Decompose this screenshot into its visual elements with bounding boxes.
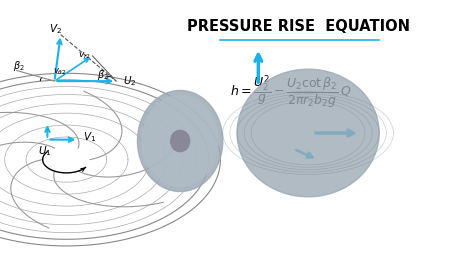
Text: $U_2$: $U_2$ bbox=[123, 74, 137, 88]
Text: $v_{\theta2}$: $v_{\theta2}$ bbox=[53, 66, 67, 77]
Bar bbox=[0, 0, 209, 266]
Text: PRESSURE RISE  EQUATION: PRESSURE RISE EQUATION bbox=[187, 19, 410, 34]
Ellipse shape bbox=[142, 96, 218, 186]
Ellipse shape bbox=[237, 69, 379, 197]
Ellipse shape bbox=[137, 90, 223, 192]
Text: $U_1$: $U_1$ bbox=[38, 144, 52, 158]
Text: $\beta_2$: $\beta_2$ bbox=[13, 59, 25, 73]
Text: $V_1$: $V_1$ bbox=[83, 130, 96, 144]
Text: $\beta_2$: $\beta_2$ bbox=[97, 68, 109, 82]
Text: $V_2$: $V_2$ bbox=[49, 22, 63, 36]
Text: $v_{r2}$: $v_{r2}$ bbox=[78, 50, 91, 61]
Ellipse shape bbox=[171, 130, 190, 152]
Text: $h = \dfrac{U_2^2}{g} - \dfrac{U_2\cot\beta_2}{2\pi r_2 b_2 g}\,Q$: $h = \dfrac{U_2^2}{g} - \dfrac{U_2\cot\b… bbox=[230, 74, 351, 111]
